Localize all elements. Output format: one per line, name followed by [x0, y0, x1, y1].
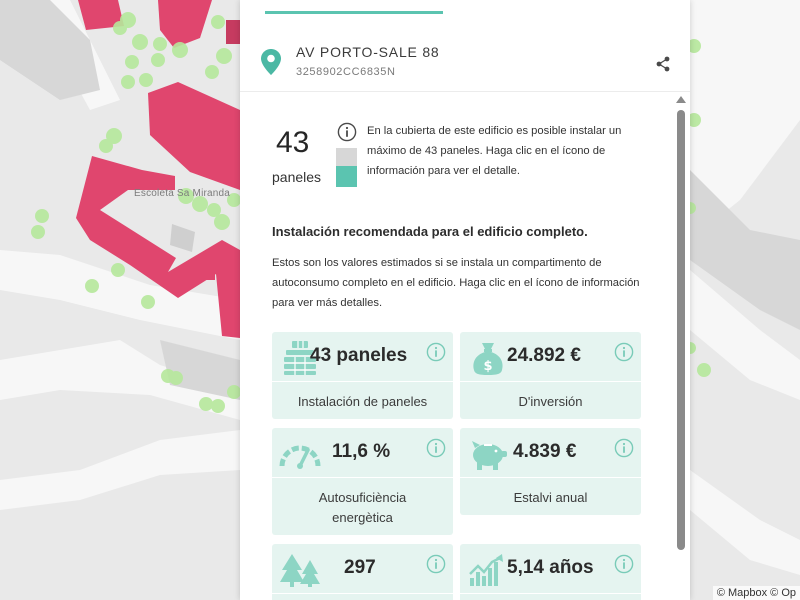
- address-header: AV PORTO-SALE 88 3258902CC6835N: [240, 34, 690, 92]
- location-pin-icon: [261, 49, 281, 75]
- scrollbar-thumb[interactable]: [677, 110, 685, 550]
- info-icon[interactable]: [614, 438, 634, 458]
- card-investment: $ 24.892 € D'inversión: [460, 332, 641, 419]
- scrollbar-up-arrow[interactable]: [676, 96, 686, 103]
- card-self-sufficiency: 11,6 % Autosuficiència energètica: [272, 428, 453, 535]
- info-icon[interactable]: [337, 122, 357, 142]
- card-panel-installation: 43 paneles Instalación de paneles: [272, 332, 453, 419]
- summary-description: En la cubierta de este edificio es posib…: [367, 125, 622, 177]
- info-icon[interactable]: [426, 342, 446, 362]
- card-label: Instalación de paneles: [297, 394, 428, 409]
- cadastral-reference: 3258902CC6835N: [296, 66, 396, 78]
- card-label: Estalvi anual: [513, 490, 588, 505]
- panel-usage-bar-empty: [336, 148, 357, 166]
- card-value: 4.839 €: [513, 441, 577, 462]
- info-icon[interactable]: [614, 342, 634, 362]
- panel-count-label: paneles: [272, 169, 322, 185]
- installation-title: Instalación recomendada para el edificio…: [272, 224, 588, 239]
- address-title: AV PORTO-SALE 88: [296, 44, 440, 60]
- card-annual-saving: 4.839 € Estalvi anual: [460, 428, 641, 515]
- share-icon[interactable]: [654, 55, 672, 73]
- card-label: D'inversión: [518, 394, 583, 409]
- card-value: 5,14 años: [507, 557, 594, 578]
- info-icon[interactable]: [614, 554, 634, 574]
- info-icon[interactable]: [426, 554, 446, 574]
- svg-text:$: $: [483, 359, 492, 374]
- card-payback: 5,14 años: [460, 544, 641, 600]
- card-value: 11,6 %: [332, 441, 391, 462]
- panel-usage-bar-filled: [336, 166, 357, 187]
- active-tab-indicator: [265, 11, 443, 14]
- card-value: 24.892 €: [507, 345, 581, 366]
- building-info-panel: AV PORTO-SALE 88 3258902CC6835N 43 panel…: [240, 0, 690, 600]
- card-label: Autosuficiència energètica: [318, 490, 407, 525]
- panel-count: 43: [276, 126, 310, 159]
- map-attribution[interactable]: © Mapbox © Op: [712, 586, 800, 600]
- map-poi-label: Escoleta Sa Miranda: [134, 188, 231, 199]
- solar-panel-icon: [284, 341, 316, 375]
- gauge-icon: [279, 445, 321, 469]
- card-value: 43 paneles: [310, 345, 408, 366]
- card-trees: 297: [272, 544, 453, 600]
- installation-description: Estos son los valores estimados si se in…: [272, 257, 640, 309]
- card-value: 297: [344, 557, 376, 578]
- money-bag-icon: $: [473, 343, 503, 375]
- info-icon[interactable]: [426, 438, 446, 458]
- piggy-bank-icon: [472, 441, 507, 470]
- trees-icon: [280, 554, 320, 587]
- growth-chart-icon: [469, 554, 503, 586]
